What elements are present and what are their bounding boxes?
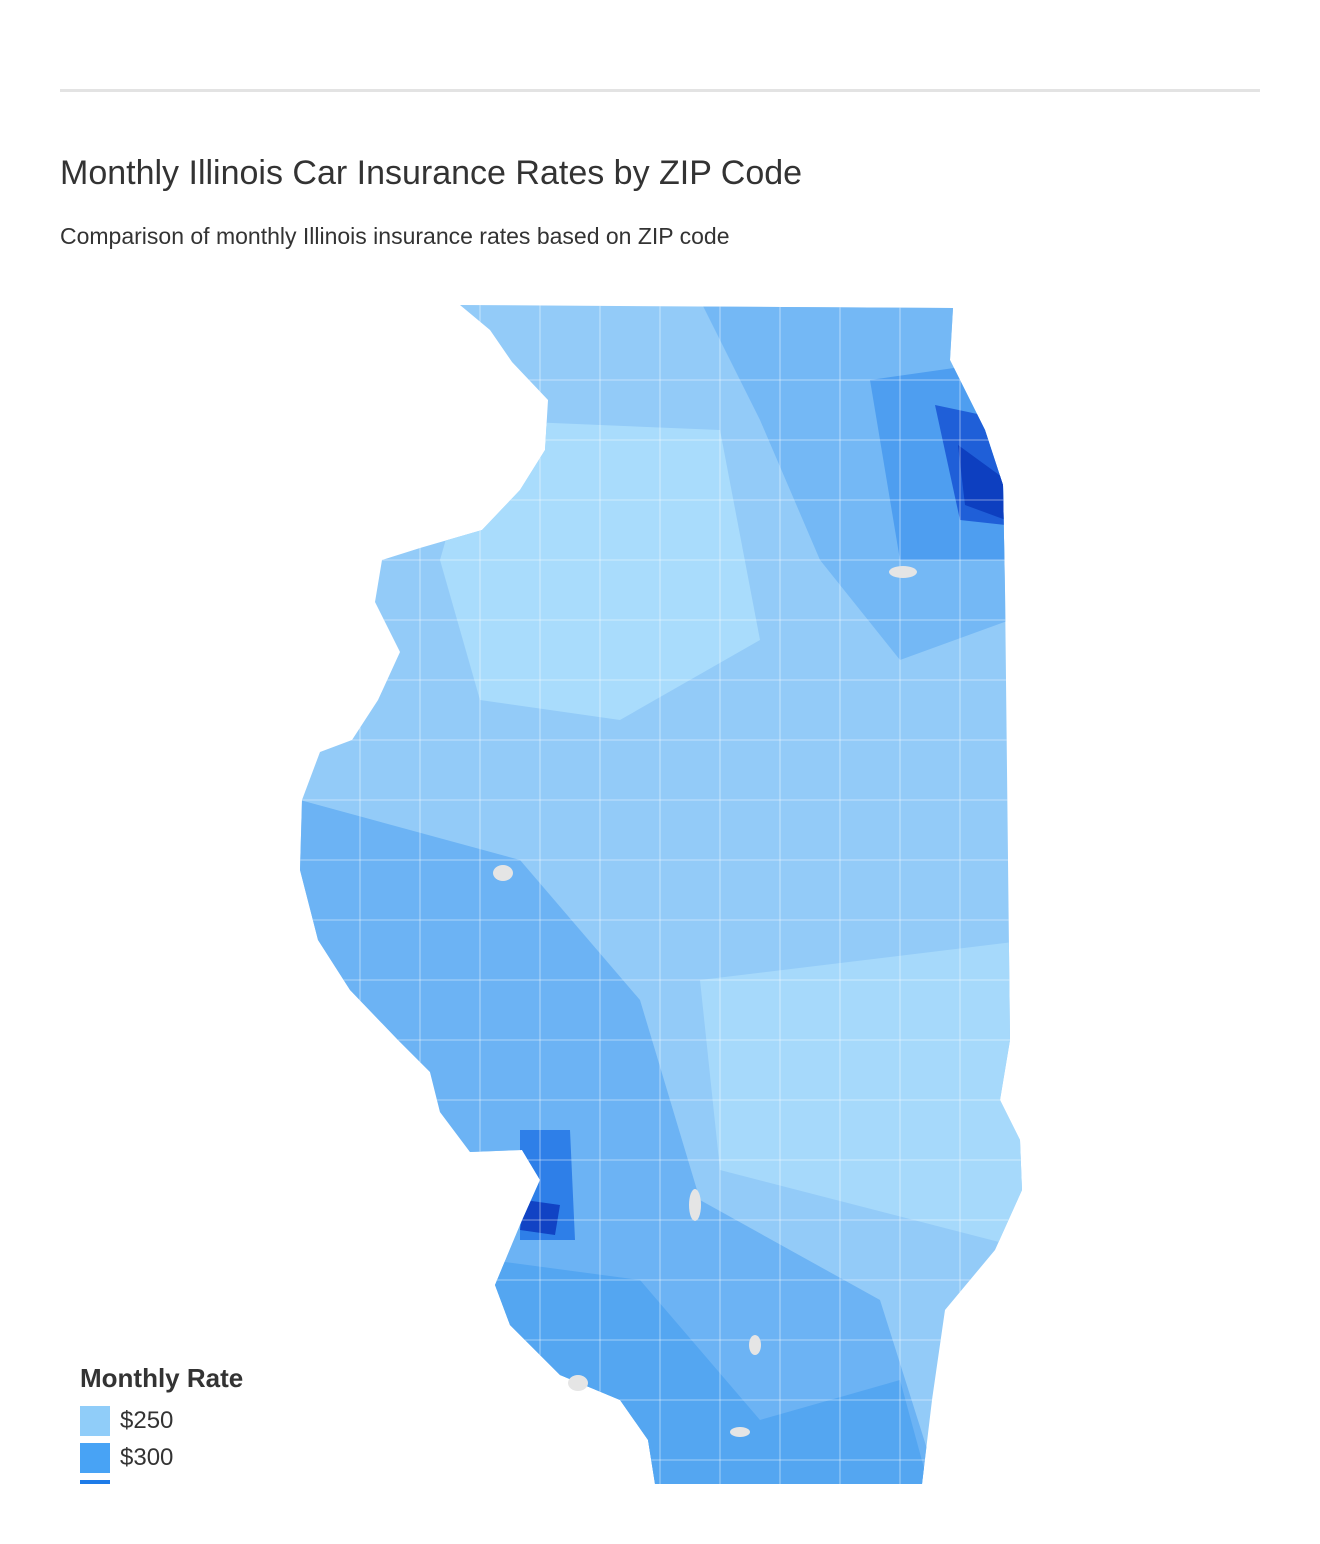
legend-label: $300 bbox=[120, 1443, 174, 1471]
legend-item bbox=[80, 1476, 380, 1484]
legend-swatch bbox=[80, 1405, 110, 1436]
legend-item: $250 bbox=[80, 1402, 380, 1439]
legend-item: $300 bbox=[80, 1439, 380, 1476]
legend-title: Monthly Rate bbox=[80, 1363, 244, 1393]
title: Monthly Illinois Car Insurance Rates by … bbox=[60, 154, 803, 192]
lake bbox=[889, 566, 917, 578]
map bbox=[300, 305, 1022, 1484]
divider bbox=[60, 89, 1260, 92]
state bbox=[300, 305, 1022, 1484]
legend-swatch bbox=[80, 1442, 110, 1473]
lake bbox=[749, 1335, 761, 1355]
legend-label: $250 bbox=[120, 1406, 174, 1434]
region bbox=[700, 940, 1022, 1250]
lake bbox=[689, 1189, 701, 1221]
zip-borders bbox=[300, 305, 1022, 1484]
subtitle: Comparison of monthly Illinois insurance… bbox=[60, 223, 730, 249]
lake bbox=[493, 865, 513, 881]
legend-items: $250 $300 bbox=[80, 1402, 380, 1476]
region bbox=[958, 445, 1006, 520]
legend: Monthly Rate $250 $300 bbox=[80, 1362, 380, 1484]
legend-swatch bbox=[80, 1479, 110, 1484]
lake bbox=[730, 1427, 750, 1437]
lake bbox=[568, 1375, 588, 1391]
